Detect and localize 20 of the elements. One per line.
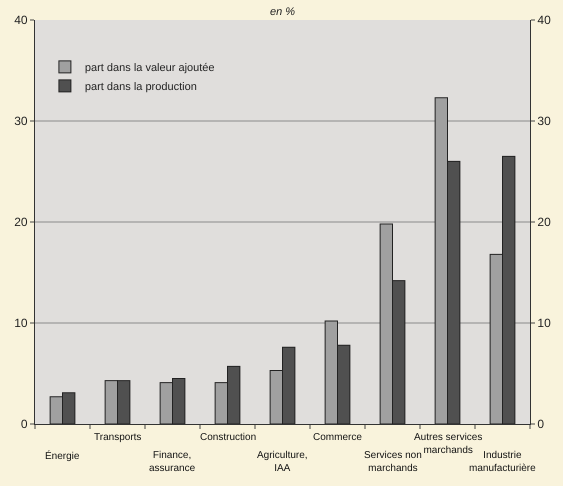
- legend-label: part dans la valeur ajoutée: [84, 62, 215, 74]
- y2-tick-label: 30: [537, 114, 552, 128]
- x-tick-label: Transports: [94, 432, 142, 443]
- x-tick-label: Énergie: [45, 450, 80, 462]
- x-tick-label: Construction: [200, 432, 256, 443]
- x-tick-label: Services non marchands: [364, 450, 422, 474]
- y2-tick-label: 0: [537, 417, 544, 432]
- y2-tick-label: 10: [537, 316, 552, 330]
- x-tick-label: Commerce: [313, 432, 362, 443]
- y2-tick-label: 40: [537, 13, 552, 28]
- legend-label: part dans la production: [84, 81, 197, 94]
- chart-subtitle: en %: [270, 6, 296, 18]
- y-tick-label: 0: [20, 417, 28, 432]
- y-tick-label: 40: [14, 13, 28, 28]
- y2-tick-label: 20: [537, 215, 552, 230]
- x-tick-label: Agriculture, IAA: [257, 450, 308, 474]
- y-tick-label: 10: [14, 316, 28, 330]
- y-tick-label: 20: [14, 215, 28, 230]
- y-tick-label: 30: [14, 114, 28, 128]
- x-tick-label: Finance, assurance: [149, 450, 196, 474]
